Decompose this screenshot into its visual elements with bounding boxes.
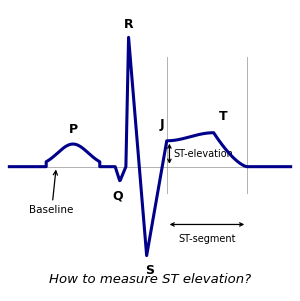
Text: J: J: [160, 118, 164, 131]
Text: ST-segment: ST-segment: [178, 234, 236, 244]
Text: R: R: [124, 18, 134, 31]
Text: ST-elevation: ST-elevation: [173, 149, 233, 159]
Text: T: T: [219, 110, 228, 123]
Text: Q: Q: [112, 189, 123, 202]
Text: S: S: [145, 264, 154, 277]
Text: P: P: [68, 123, 77, 136]
Text: Baseline: Baseline: [29, 171, 74, 216]
Text: How to measure ST elevation?: How to measure ST elevation?: [49, 273, 251, 286]
